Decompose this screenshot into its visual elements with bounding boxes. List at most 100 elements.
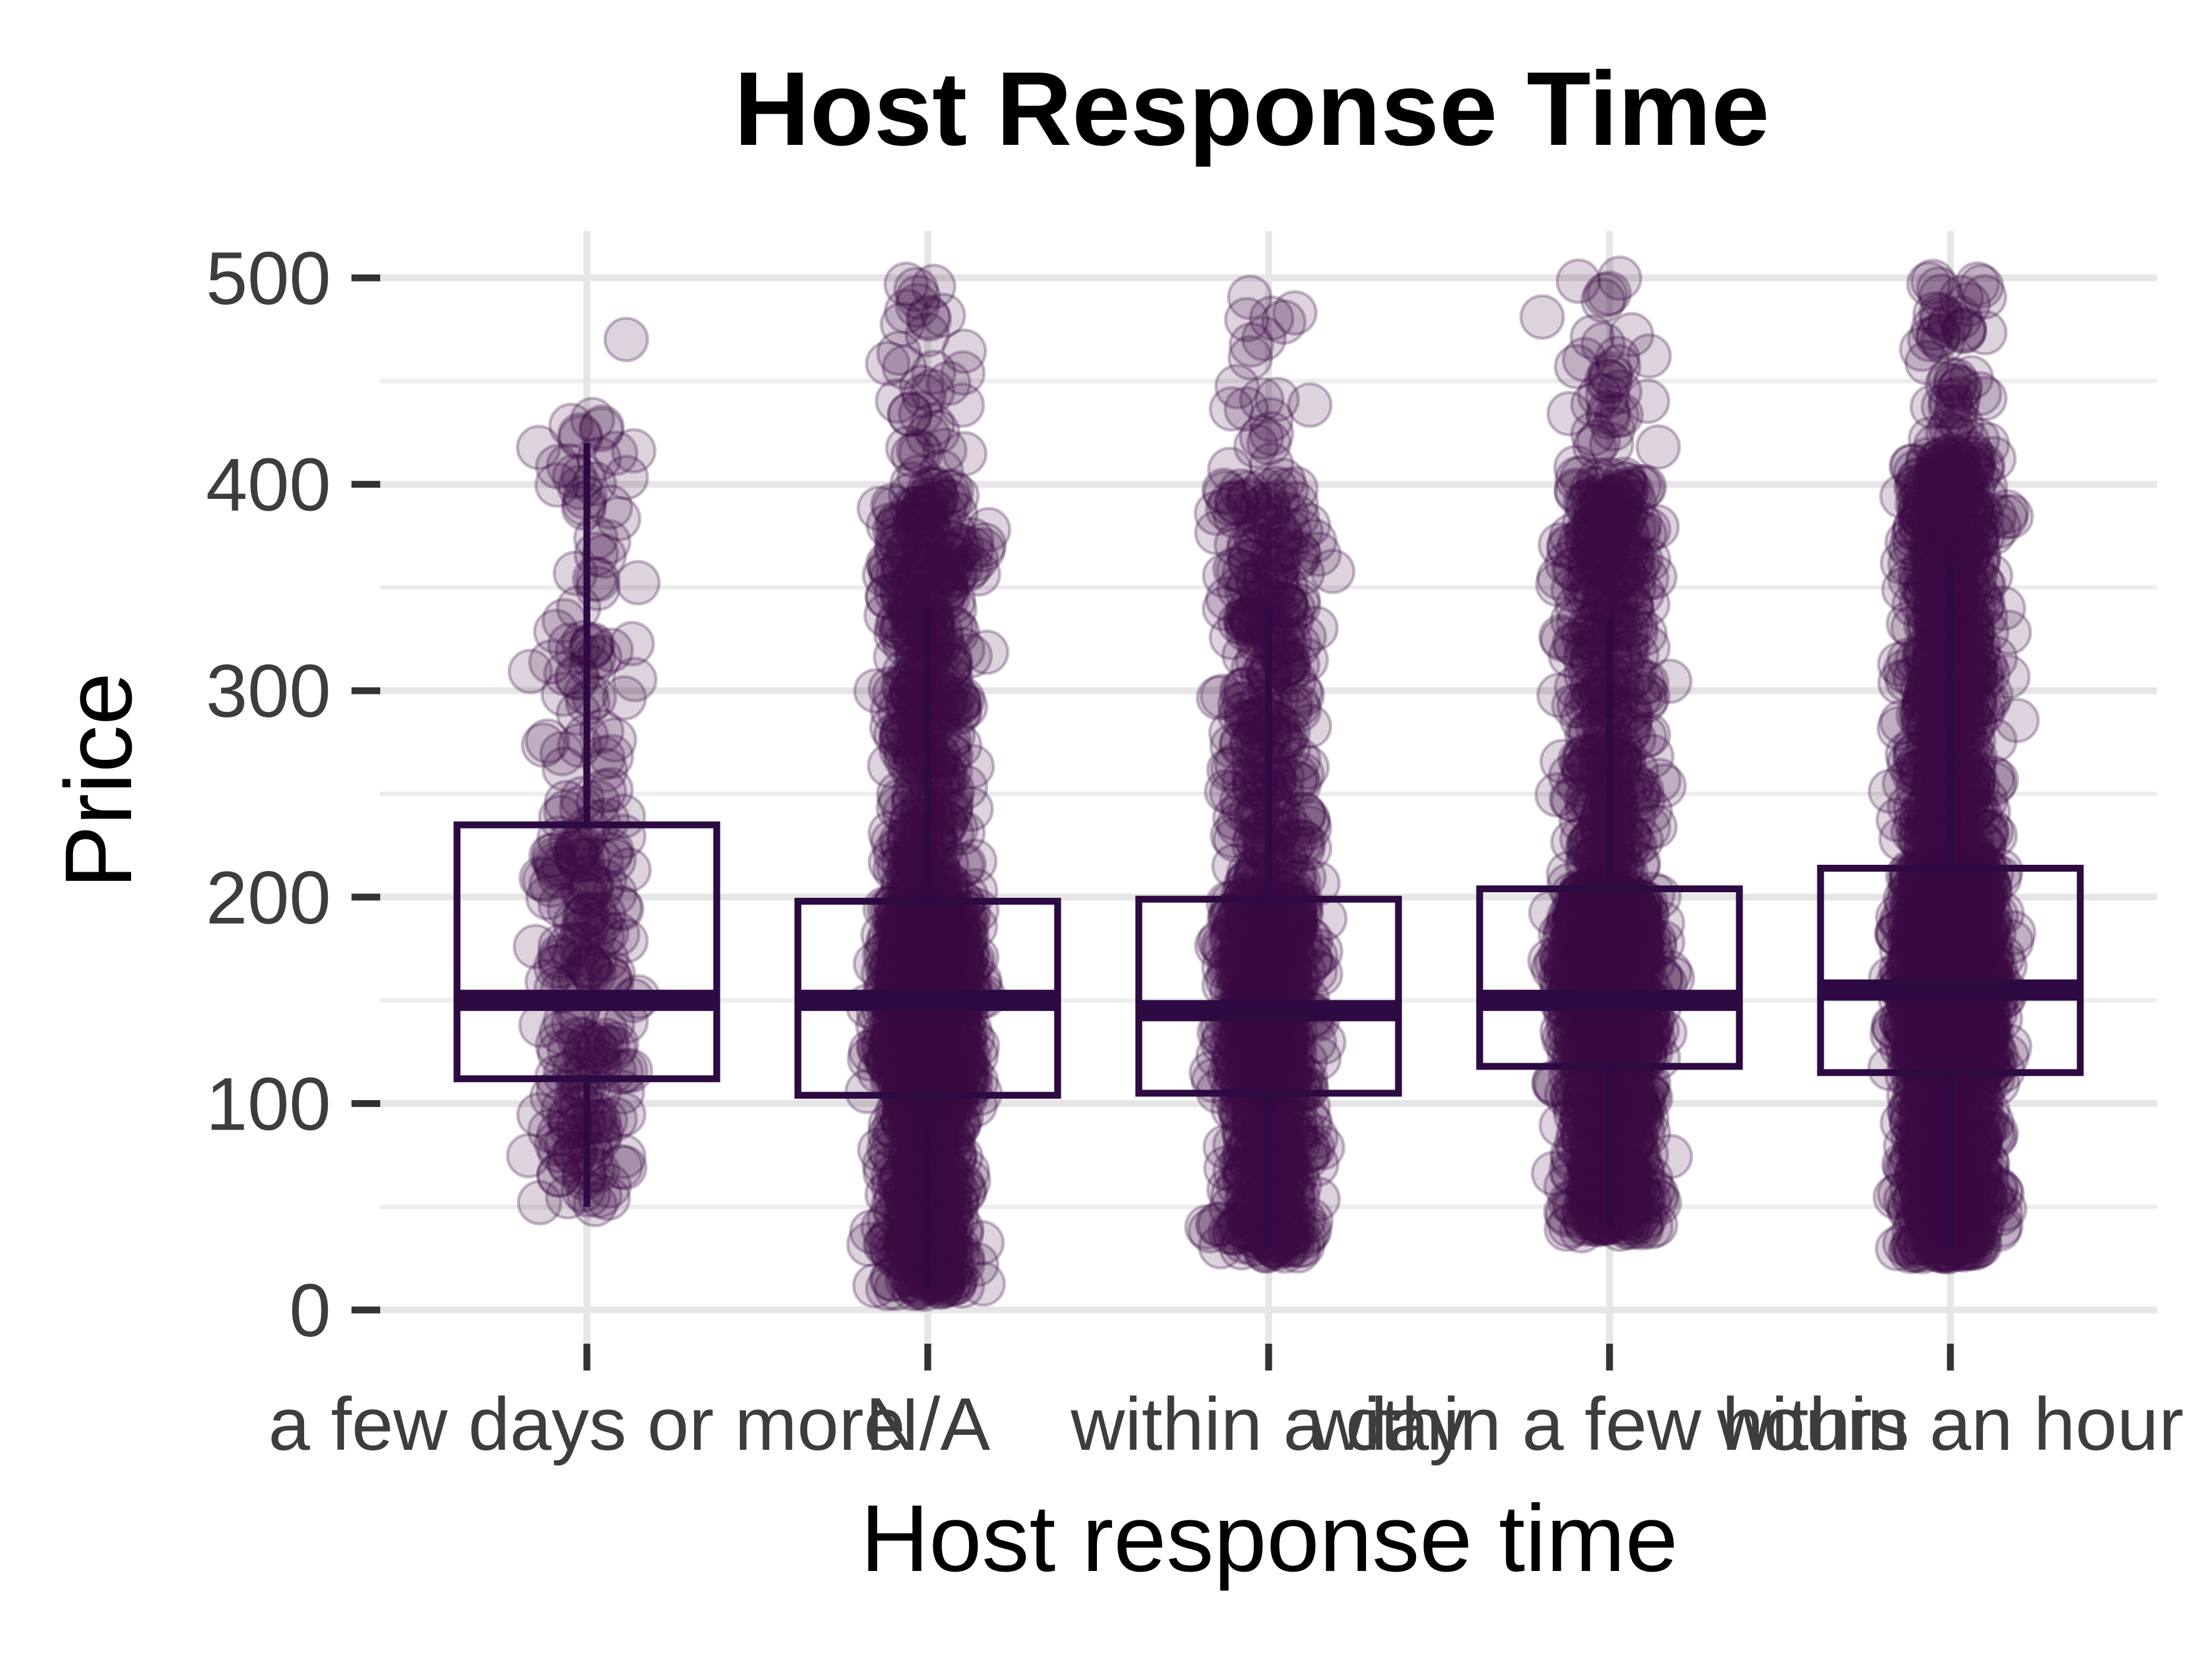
data-point [536, 1111, 582, 1157]
data-point [897, 1149, 943, 1196]
data-point [564, 872, 610, 918]
data-point [1615, 540, 1661, 586]
data-point [880, 302, 925, 347]
data-point [944, 546, 990, 593]
data-point [571, 635, 617, 681]
data-point [581, 533, 627, 579]
data-point [584, 910, 630, 957]
data-point [880, 926, 927, 972]
data-point [571, 1025, 617, 1071]
data-point [533, 1121, 579, 1167]
data-point [592, 430, 639, 476]
data-point [1590, 406, 1636, 452]
data-point [1269, 1148, 1315, 1194]
data-point [609, 621, 656, 667]
data-point [546, 1028, 592, 1074]
data-point [1226, 850, 1272, 897]
data-point [1578, 626, 1624, 672]
data-point [569, 396, 616, 443]
data-point [513, 923, 559, 970]
data-point [1580, 500, 1626, 546]
data-point [1209, 746, 1256, 792]
data-point [553, 654, 599, 700]
data-point [603, 455, 649, 501]
data-point [524, 718, 571, 764]
data-point [548, 1142, 593, 1188]
data-point [536, 933, 582, 980]
data-point [575, 1028, 621, 1075]
data-point [548, 1104, 594, 1150]
data-point [1569, 314, 1615, 360]
data-point [554, 822, 601, 869]
data-point [563, 1025, 609, 1071]
data-point [508, 648, 554, 694]
data-point [528, 639, 574, 685]
data-point [612, 656, 658, 702]
data-point [568, 866, 614, 912]
data-point [892, 933, 937, 979]
data-point [908, 1238, 955, 1284]
data-point [556, 837, 602, 883]
data-point [578, 406, 624, 453]
data-point [536, 1152, 582, 1198]
data-point [560, 1017, 606, 1063]
data-point [559, 907, 606, 953]
data-point [566, 943, 612, 989]
data-point [536, 1152, 582, 1198]
data-point [527, 1108, 573, 1154]
data-point [1610, 1066, 1656, 1113]
data-point [578, 838, 624, 884]
data-point [1212, 546, 1258, 592]
data-point [896, 841, 942, 887]
data-point [875, 378, 921, 424]
data-point [573, 936, 619, 982]
data-point [566, 1021, 612, 1067]
data-point [534, 443, 581, 490]
data-point [1216, 1202, 1262, 1248]
data-point [569, 621, 616, 667]
data-point [899, 1015, 945, 1061]
data-point [930, 767, 976, 814]
data-point [591, 1026, 637, 1072]
data-point [560, 453, 606, 499]
data-point [594, 1021, 640, 1067]
data-point [552, 830, 598, 876]
data-point [556, 1016, 602, 1062]
data-point [538, 937, 584, 983]
data-point [1246, 420, 1292, 466]
data-point [559, 922, 606, 968]
data-point [611, 428, 657, 474]
data-point [583, 1017, 629, 1063]
data-point [561, 894, 607, 940]
data-point [580, 735, 626, 781]
data-point [554, 833, 600, 879]
data-point [570, 1146, 616, 1193]
data-point [1583, 272, 1629, 318]
data-point [568, 625, 614, 671]
data-point [578, 867, 624, 913]
data-point [528, 832, 574, 879]
data-point [534, 462, 580, 508]
data-point [568, 644, 614, 691]
data-point [533, 944, 579, 990]
data-point [568, 1131, 614, 1177]
data-point [1562, 1077, 1608, 1123]
data-point [559, 1084, 605, 1130]
data-point [543, 1051, 589, 1098]
points-a-few-days-or-more [506, 317, 661, 1228]
data-point [557, 465, 603, 511]
data-point [565, 943, 611, 990]
data-point [1226, 594, 1272, 641]
data-point [563, 905, 609, 952]
data-point [603, 918, 649, 964]
data-point [615, 559, 661, 606]
data-point [548, 402, 594, 448]
data-point [1241, 1106, 1287, 1153]
data-point [564, 854, 611, 900]
data-point [872, 485, 918, 531]
data-point [567, 860, 613, 907]
data-point [506, 1133, 552, 1179]
data-point [579, 708, 625, 754]
data-point [582, 859, 628, 904]
